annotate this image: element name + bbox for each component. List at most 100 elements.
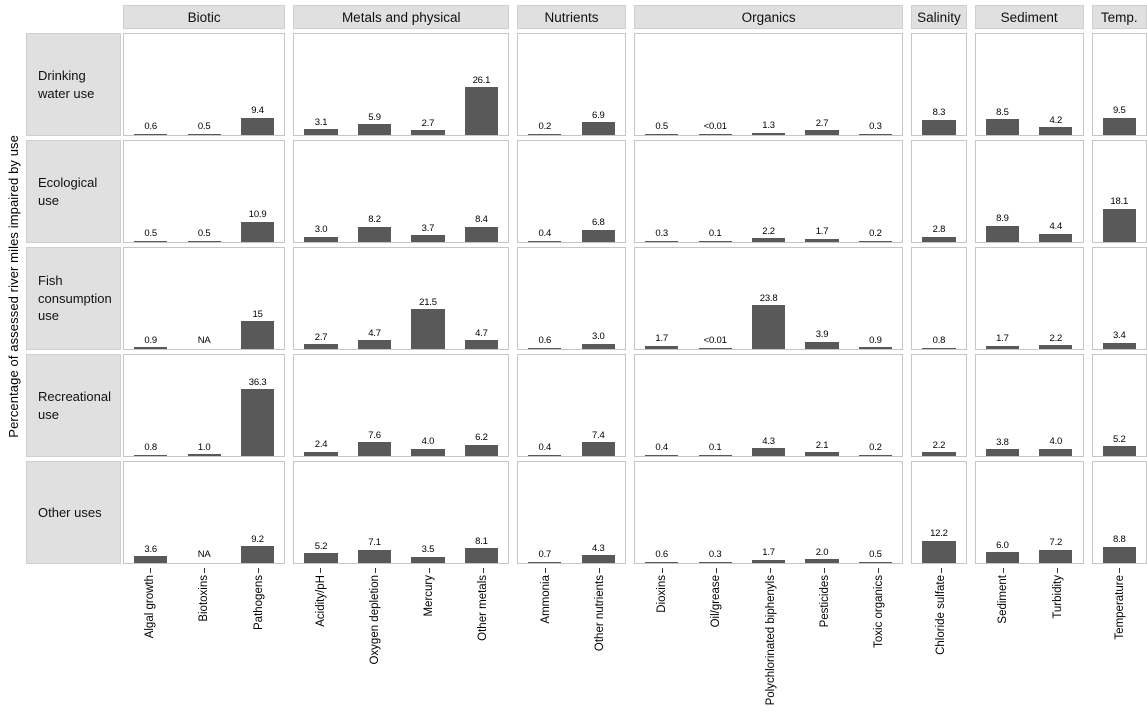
bar-slot-sediment: 3.8 xyxy=(976,355,1029,456)
bar-slot-mercury: 3.5 xyxy=(401,462,454,563)
axis-slot-turbidity: Turbidity xyxy=(1031,568,1085,619)
value-label: 12.2 xyxy=(930,528,948,540)
y-axis-label: Percentage of assessed river miles impai… xyxy=(5,135,21,438)
axis-group-biotic: Algal growth Biotoxins Pathogens xyxy=(123,568,286,720)
value-label: 0.1 xyxy=(708,228,722,240)
tick-mark xyxy=(149,568,151,573)
bar-oxygen-depletion xyxy=(357,124,392,135)
axis-group-organics: Dioxins Oil/grease Polychlorinated bipheny… xyxy=(635,568,906,720)
group-header-salinity: Salinity xyxy=(911,5,967,29)
value-label: 3.7 xyxy=(421,222,435,234)
value-label: 0.6 xyxy=(538,335,552,347)
panel-drinking-water-use-salinity: 8.3 xyxy=(911,33,967,136)
bar-slot-pathogens: 15 xyxy=(231,248,284,349)
value-label: 2.2 xyxy=(762,225,775,237)
bar-dioxins xyxy=(645,345,679,349)
x-axis-label-other-nutrients: Other nutrients xyxy=(593,575,606,652)
bar-temperature xyxy=(1102,208,1136,242)
tick-mark xyxy=(770,568,772,573)
bar-slot-pathogens: 10.9 xyxy=(231,141,284,242)
bar-slot-dioxins: 0.3 xyxy=(635,141,688,242)
bar-slot-turbidity: 4.0 xyxy=(1029,355,1082,456)
bar-slot-turbidity: 7.2 xyxy=(1029,462,1082,563)
value-label: 8.8 xyxy=(1112,534,1126,546)
x-axis-label-other-metals: Other metals xyxy=(477,575,490,641)
bar-slot-oxygen-depletion: 5.9 xyxy=(348,34,401,135)
bar-slot-turbidity: 2.2 xyxy=(1029,248,1082,349)
value-label: 0.6 xyxy=(655,549,669,561)
value-label: 4.7 xyxy=(368,327,381,339)
bar-slot-temperature: 3.4 xyxy=(1093,248,1146,349)
bar-oil-grease xyxy=(698,240,732,242)
panel-recreational-use-nutrients: 0.4 7.4 xyxy=(517,354,626,457)
panel-recreational-use-temp: 5.2 xyxy=(1091,354,1147,457)
x-axis-label-algal-growth: Algal growth xyxy=(144,575,157,639)
bar-slot-acidity-ph: 2.7 xyxy=(294,248,347,349)
panel-fish-consumption-use-temp: 3.4 xyxy=(1091,247,1147,350)
x-axis-label-polychlorinated-biphenyls: Polychlorinated biphenyls xyxy=(764,575,777,706)
bar-algal-growth xyxy=(134,133,168,135)
axis-slot-oxygen-depletion: Oxygen depletion xyxy=(348,568,402,665)
bar-dioxins xyxy=(645,454,679,456)
x-axis-label-dioxins: Dioxins xyxy=(656,575,669,613)
value-label: 8.2 xyxy=(368,214,381,226)
panel-fish-consumption-use-salinity: 0.8 xyxy=(911,247,967,350)
bar-temperature xyxy=(1102,446,1136,456)
value-label: 1.0 xyxy=(197,441,211,453)
row-band-drinking-water-use: Drinking water use 0.6 0.5 9.4 3.1 5.9 2.7 26.1… xyxy=(26,33,1147,136)
bar-pathogens xyxy=(241,546,275,563)
bar-other-nutrients xyxy=(581,343,615,349)
bar-chloride-sulfate xyxy=(922,540,956,563)
panel-drinking-water-use-temp: 9.5 xyxy=(1091,33,1147,136)
tick-mark xyxy=(940,568,942,573)
value-label: 8.9 xyxy=(996,213,1009,225)
value-label: NA xyxy=(197,548,211,560)
value-label: 7.4 xyxy=(591,429,605,441)
bar-ammonia xyxy=(528,561,562,563)
bar-slot-algal-growth: 0.6 xyxy=(124,34,177,135)
bar-biotoxins xyxy=(187,454,221,456)
tick-mark xyxy=(320,568,322,573)
value-label: 3.9 xyxy=(815,329,829,341)
bar-algal-growth xyxy=(134,347,168,349)
bar-slot-turbidity: 4.4 xyxy=(1029,141,1082,242)
value-label: 6.2 xyxy=(475,432,488,444)
bar-chloride-sulfate xyxy=(922,347,956,349)
panel-ecological-use-biotic: 0.5 0.5 10.9 xyxy=(123,140,286,243)
panel-drinking-water-use-biotic: 0.6 0.5 9.4 xyxy=(123,33,286,136)
panel-recreational-use-sediment: 3.8 4.0 xyxy=(974,354,1084,457)
tick-mark xyxy=(715,568,717,573)
bar-acidity-ph xyxy=(304,553,338,563)
bar-slot-pesticides: 2.0 xyxy=(795,462,848,563)
tick-mark xyxy=(374,568,376,573)
bar-slot-biotoxins: NA xyxy=(177,462,230,563)
bar-slot-toxic-organics: 0.3 xyxy=(849,34,902,135)
bar-sediment xyxy=(985,119,1019,135)
bar-mercury xyxy=(411,556,445,563)
value-label: 36.3 xyxy=(248,376,267,388)
panel-other-uses-metals-and-physical: 5.2 7.1 3.5 8.1 xyxy=(293,461,510,564)
axis-group-metals-and-physical: Acidity/pH Oxygen depletion Mercury Other m… xyxy=(294,568,511,720)
bar-slot-dioxins: 0.6 xyxy=(635,462,688,563)
bar-pathogens xyxy=(241,117,275,135)
tick-mark xyxy=(545,568,547,573)
x-axis-label-temperature: Temperature xyxy=(1113,575,1126,640)
value-label: 0.8 xyxy=(932,335,946,347)
value-label: 9.5 xyxy=(1112,105,1126,117)
value-label: 8.5 xyxy=(996,106,1009,118)
value-label: 2.8 xyxy=(932,224,946,236)
value-label: 3.0 xyxy=(314,224,328,236)
bar-slot-toxic-organics: 0.2 xyxy=(849,355,902,456)
bar-ammonia xyxy=(528,133,562,135)
value-label: 0.3 xyxy=(869,121,882,133)
value-label: 2.0 xyxy=(815,546,829,558)
tick-mark xyxy=(428,568,430,573)
bar-slot-other-metals: 6.2 xyxy=(455,355,508,456)
bar-slot-other-metals: 8.1 xyxy=(455,462,508,563)
bar-slot-oil-grease: 0.3 xyxy=(688,462,741,563)
bar-slot-acidity-ph: 3.0 xyxy=(294,141,347,242)
bar-slot-pathogens: 36.3 xyxy=(231,355,284,456)
value-label: 7.1 xyxy=(368,537,381,549)
bar-slot-temperature: 8.8 xyxy=(1093,462,1146,563)
bar-pesticides xyxy=(805,130,839,135)
